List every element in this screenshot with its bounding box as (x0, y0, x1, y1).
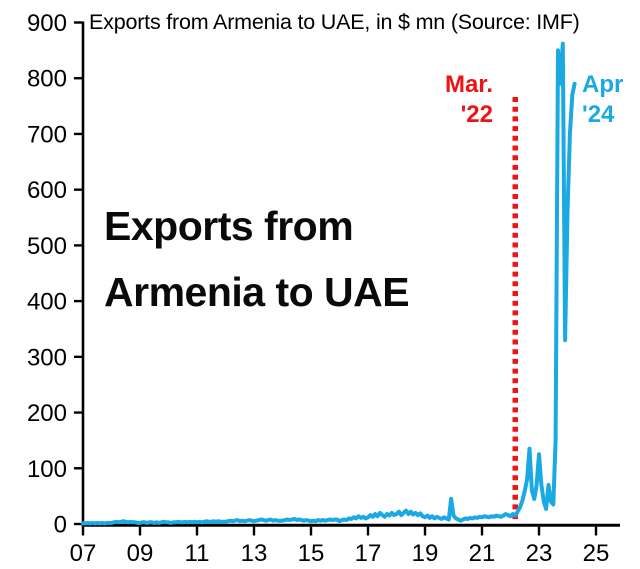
x-tick-label: 21 (469, 540, 496, 567)
center-label-line2: Armenia to UAE (104, 269, 410, 315)
y-tick-label: 800 (27, 66, 67, 93)
center-label-line1: Exports from (104, 203, 354, 249)
apr-24-annotation: Apr '24 (582, 70, 623, 130)
x-tick-label: 19 (412, 540, 439, 567)
y-tick-label: 400 (27, 289, 67, 316)
x-tick-label: 15 (298, 540, 325, 567)
y-tick-label: 500 (27, 233, 67, 260)
exports-line (81, 41, 577, 526)
y-tick-label: 600 (27, 177, 67, 204)
x-tick-label: 17 (355, 540, 382, 567)
chart-title: Exports from Armenia to UAE, in $ mn (So… (89, 10, 580, 34)
center-label: Exports from Armenia to UAE (104, 193, 410, 325)
mar-22-annotation-line1: Mar. (444, 71, 493, 98)
x-tick-label: 07 (70, 540, 97, 567)
x-tick-label: 25 (583, 540, 610, 567)
mar-22-annotation: Mar. '22 (445, 70, 493, 130)
x-tick-label: 23 (526, 540, 553, 567)
y-tick-label: 900 (27, 10, 67, 37)
mar-22-annotation-line2: '22 (460, 101, 493, 128)
y-tick-label: 300 (27, 344, 67, 371)
x-tick-label: 13 (241, 540, 268, 567)
x-tick-label: 11 (185, 540, 210, 567)
apr-24-annotation-line1: Apr (582, 71, 624, 98)
y-tick-label: 200 (27, 400, 67, 427)
y-tick-label: 0 (54, 512, 67, 539)
apr-24-annotation-line2: '24 (582, 101, 615, 128)
y-tick-label: 700 (27, 121, 67, 148)
x-tick-label: 09 (127, 540, 154, 567)
y-tick-label: 100 (27, 456, 67, 483)
